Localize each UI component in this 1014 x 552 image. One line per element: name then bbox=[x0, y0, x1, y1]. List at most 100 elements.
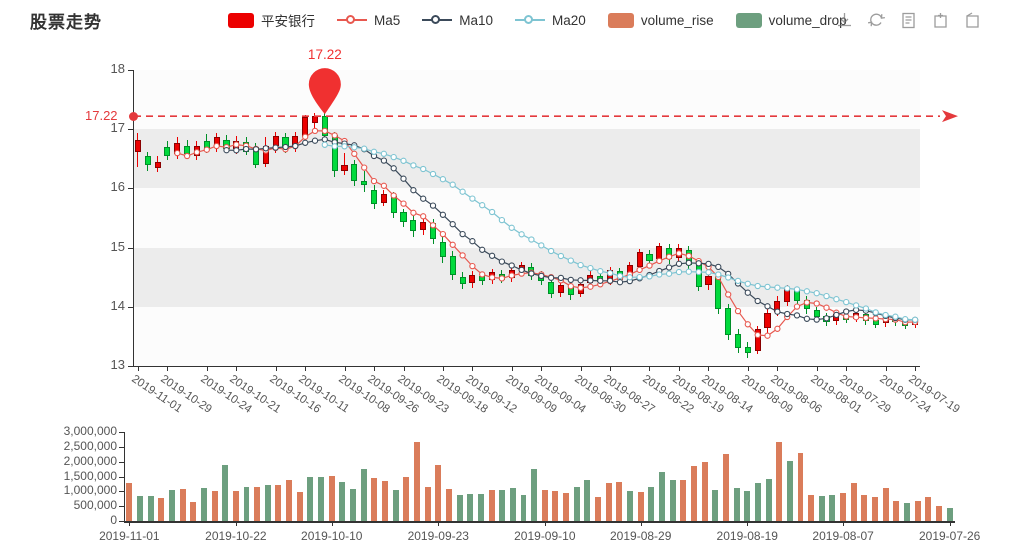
volume-bar bbox=[168, 489, 175, 521]
legend-item-volume_drop[interactable]: volume_drop bbox=[735, 12, 847, 28]
k-y-tick bbox=[128, 188, 133, 190]
k-y-tick bbox=[128, 129, 133, 131]
v-y-tick bbox=[119, 506, 124, 508]
volume-bar bbox=[829, 495, 836, 521]
legend-label: 平安银行 bbox=[261, 14, 315, 29]
v-y-tick-label: 500,000 bbox=[73, 498, 117, 513]
volume-bar bbox=[946, 508, 953, 521]
candle-body bbox=[675, 247, 683, 259]
candle-body bbox=[557, 285, 564, 293]
v-y-tick-label: 1,500,000 bbox=[63, 468, 117, 483]
volume-bar bbox=[925, 496, 932, 521]
k-x-tick bbox=[403, 366, 405, 371]
volume-bar bbox=[669, 480, 676, 521]
volume-bar bbox=[147, 496, 154, 521]
v-x-tick bbox=[843, 521, 845, 526]
candle-body bbox=[646, 253, 653, 261]
k-x-tick bbox=[885, 366, 887, 371]
volume-bar bbox=[765, 478, 772, 521]
zoom-reset-icon[interactable] bbox=[964, 12, 981, 29]
candle-body bbox=[685, 249, 692, 266]
v-x-tick-label: 2019-08-19 bbox=[716, 529, 778, 543]
k-y-tick-label: 13 bbox=[110, 357, 125, 372]
volume-bar bbox=[531, 469, 538, 521]
candle-body bbox=[784, 289, 791, 303]
candle-body bbox=[302, 117, 309, 138]
candlestick-plot-area bbox=[133, 70, 920, 366]
v-x-tick bbox=[331, 521, 333, 526]
volume-bar bbox=[328, 475, 335, 521]
candle-body bbox=[429, 222, 437, 240]
page-title: 股票走势 bbox=[30, 13, 102, 32]
legend-item-volume_rise[interactable]: volume_rise bbox=[607, 12, 714, 28]
v-y-tick bbox=[119, 491, 124, 493]
v-x-tick bbox=[544, 521, 546, 526]
k-x-tick bbox=[816, 366, 818, 371]
v-y-tick bbox=[119, 521, 124, 522]
candle-body bbox=[607, 270, 614, 281]
volume-bar bbox=[637, 491, 644, 521]
legend-item-平安银行[interactable]: 平安银行 bbox=[228, 10, 315, 30]
k-x-tick bbox=[747, 366, 749, 371]
data-view-icon[interactable] bbox=[900, 12, 917, 29]
candle-body bbox=[459, 277, 466, 285]
volume-bar bbox=[477, 494, 484, 521]
volume-bar bbox=[541, 490, 548, 521]
volume-bar bbox=[627, 491, 634, 521]
k-y-tick-label: 15 bbox=[110, 238, 125, 254]
volume-bar bbox=[936, 506, 942, 521]
candle-body bbox=[498, 273, 505, 280]
v-x-tick-label: 2019-10-22 bbox=[205, 529, 267, 543]
volume-bar bbox=[126, 483, 133, 521]
candle-body bbox=[882, 317, 889, 324]
volume-bar bbox=[904, 502, 911, 521]
mark-line-arrow-icon bbox=[942, 110, 958, 123]
candle-body bbox=[754, 329, 761, 351]
candle-body bbox=[715, 277, 722, 310]
v-y-tick bbox=[119, 461, 124, 463]
zoom-box-icon[interactable] bbox=[932, 12, 949, 29]
candle-body bbox=[567, 286, 574, 295]
candle-body bbox=[912, 319, 919, 325]
volume-bar bbox=[680, 480, 687, 521]
v-x-tick bbox=[129, 521, 131, 526]
chart-toolbox bbox=[836, 12, 981, 29]
volume-bar bbox=[403, 476, 410, 521]
k-x-tick bbox=[236, 366, 238, 371]
legend-item-Ma10[interactable]: Ma10 bbox=[422, 13, 493, 28]
volume-bar bbox=[872, 497, 879, 521]
y-split-area bbox=[133, 247, 920, 307]
volume-bar bbox=[136, 496, 143, 521]
v-y-tick-label: 3,000,000 bbox=[63, 424, 117, 438]
volume-bar bbox=[318, 477, 325, 521]
volume-bar bbox=[339, 481, 346, 521]
k-y-axis-line bbox=[133, 70, 134, 366]
legend-item-Ma5[interactable]: Ma5 bbox=[337, 13, 400, 28]
download-icon[interactable] bbox=[836, 12, 853, 29]
candle-body bbox=[184, 145, 191, 155]
candle-body bbox=[390, 195, 397, 214]
y-split-area bbox=[133, 306, 920, 366]
volume-bar bbox=[605, 483, 612, 521]
volume-bar bbox=[776, 442, 783, 521]
candle-body bbox=[449, 255, 456, 275]
k-y-tick-label: 17 bbox=[110, 120, 125, 136]
volume-bar bbox=[701, 462, 708, 521]
candle-body bbox=[892, 318, 899, 323]
volume-bar bbox=[509, 487, 516, 521]
legend-label: Ma10 bbox=[459, 12, 494, 28]
legend-item-Ma20[interactable]: Ma20 bbox=[515, 13, 586, 28]
refresh-icon[interactable] bbox=[868, 12, 885, 29]
v-x-tick-label: 2019-08-29 bbox=[610, 529, 672, 543]
candle-body bbox=[843, 315, 850, 320]
volume-bar bbox=[360, 469, 367, 521]
v-x-tick bbox=[438, 521, 440, 526]
volume-bar bbox=[158, 498, 165, 521]
candle-body bbox=[587, 274, 594, 284]
volume-bar bbox=[797, 452, 804, 521]
candle-body bbox=[626, 265, 633, 279]
v-y-tick bbox=[119, 432, 124, 433]
volume-bar bbox=[200, 488, 207, 521]
volume-bar bbox=[882, 487, 889, 521]
